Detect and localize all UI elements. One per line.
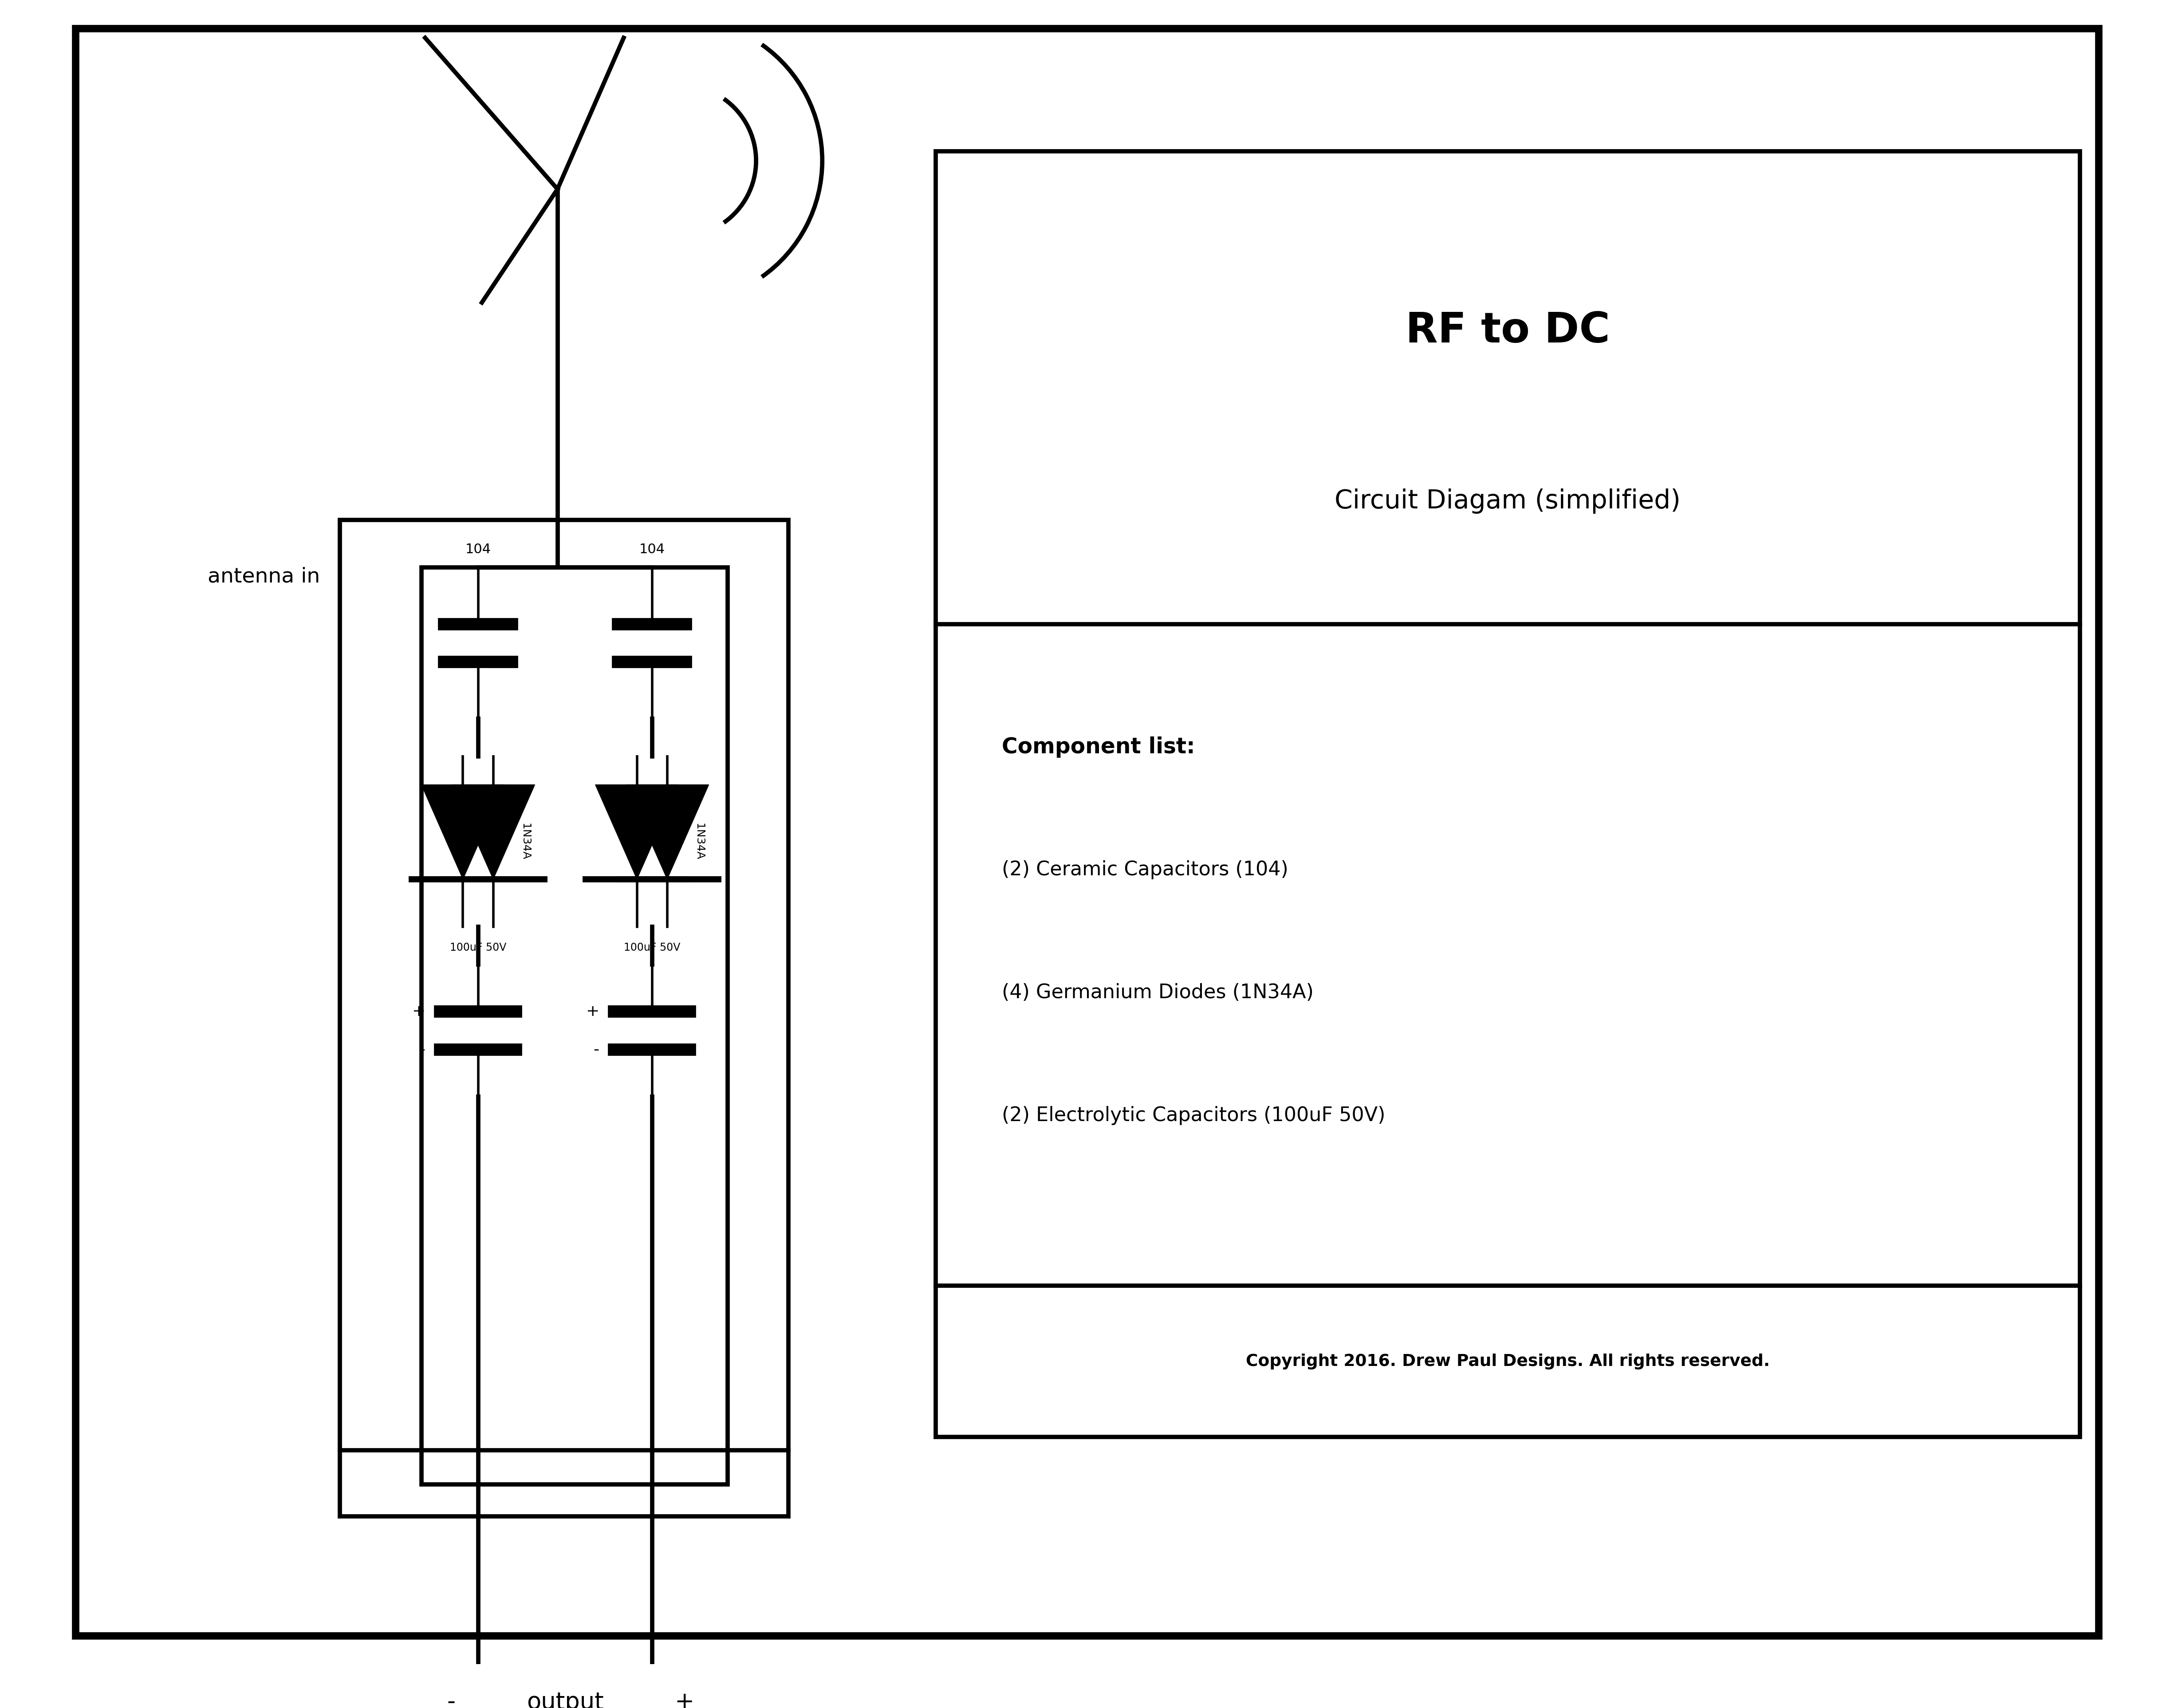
Text: +: + [411, 1004, 426, 1020]
Text: antenna in: antenna in [209, 567, 320, 588]
Polygon shape [422, 784, 504, 880]
Text: 1N34A: 1N34A [489, 823, 500, 861]
Text: (2) Ceramic Capacitors (104): (2) Ceramic Capacitors (104) [1002, 861, 1289, 880]
Text: 1N34A: 1N34A [694, 823, 704, 861]
Text: 100uF 50V: 100uF 50V [624, 943, 680, 953]
Text: 100uF 50V: 100uF 50V [450, 943, 507, 953]
Text: RF to DC: RF to DC [1407, 311, 1611, 352]
Polygon shape [452, 784, 535, 880]
Text: output: output [526, 1691, 604, 1708]
Text: Circuit Diagam (simplified): Circuit Diagam (simplified) [1335, 488, 1681, 514]
Text: -: - [420, 1042, 426, 1057]
Text: Copyright 2016. Drew Paul Designs. All rights reserved.: Copyright 2016. Drew Paul Designs. All r… [1246, 1353, 1770, 1370]
Text: (4) Germanium Diodes (1N34A): (4) Germanium Diodes (1N34A) [1002, 984, 1313, 1003]
Polygon shape [626, 784, 709, 880]
Text: -: - [594, 1042, 600, 1057]
Text: (2) Electrolytic Capacitors (100uF 50V): (2) Electrolytic Capacitors (100uF 50V) [1002, 1107, 1385, 1126]
Text: Component list:: Component list: [1002, 736, 1196, 758]
Polygon shape [596, 784, 678, 880]
Text: +: + [674, 1691, 694, 1708]
Bar [935, 152, 2081, 1436]
Text: 104: 104 [465, 543, 491, 555]
Text: 104: 104 [639, 543, 665, 555]
Text: +: + [585, 1004, 600, 1020]
Text: -: - [448, 1691, 454, 1708]
Bar [437, 1011, 520, 1049]
Text: 1N34A: 1N34A [520, 823, 530, 861]
Bar [611, 1011, 694, 1049]
Bar [422, 567, 728, 1484]
Text: 1N34A: 1N34A [663, 823, 674, 861]
Bar [339, 519, 789, 1517]
